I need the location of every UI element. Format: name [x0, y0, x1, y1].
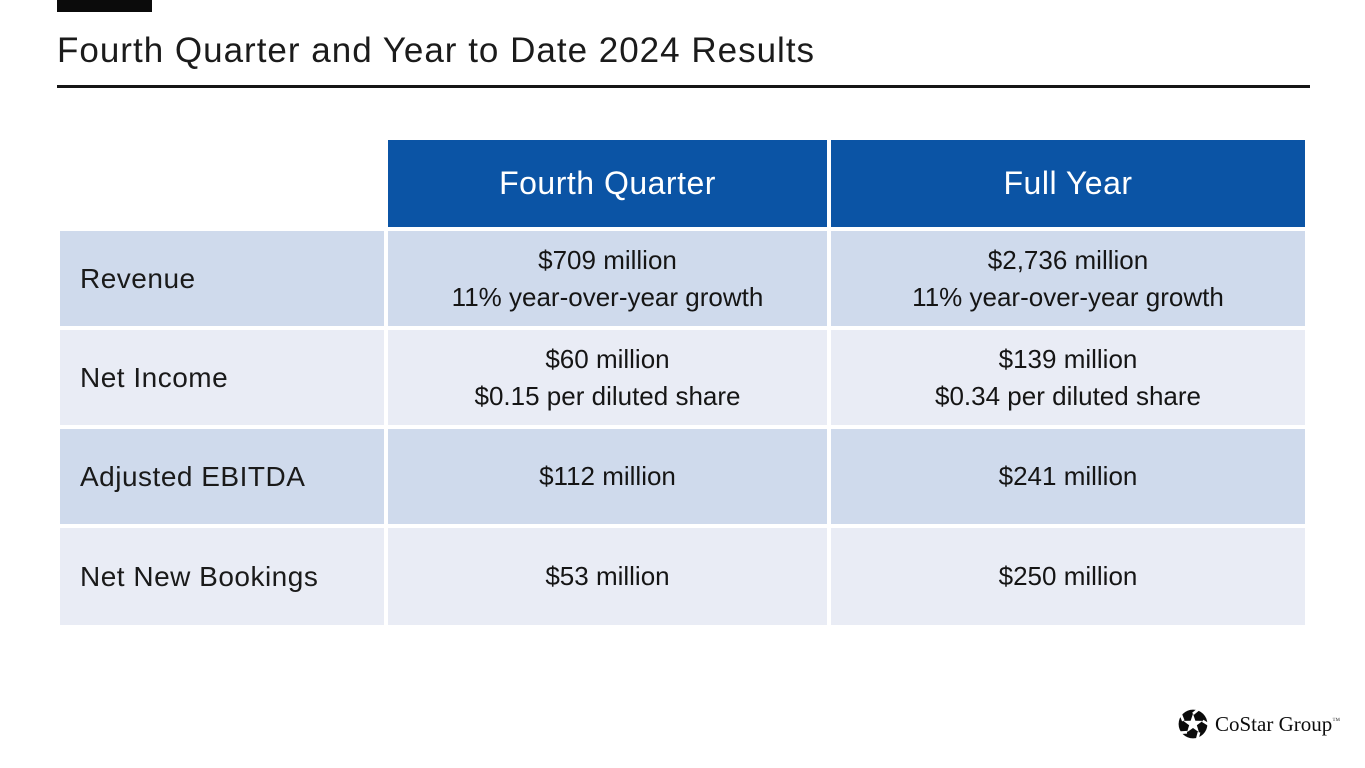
- title-divider: [57, 85, 1310, 88]
- cell-revenue-fy: $2,736 million 11% year-over-year growth: [831, 231, 1305, 326]
- cell-value: 11% year-over-year growth: [912, 281, 1224, 312]
- page-title: Fourth Quarter and Year to Date 2024 Res…: [57, 31, 816, 70]
- cell-net-new-bookings-q4: $53 million: [388, 528, 827, 625]
- cell-adjusted-ebitda-q4: $112 million: [388, 429, 827, 524]
- cell-value: $2,736 million: [987, 244, 1149, 275]
- cell-value: $241 million: [998, 461, 1138, 491]
- logo-wordmark: CoStar Group™: [1215, 712, 1340, 737]
- cell-value: $60 million: [545, 343, 670, 374]
- cell-value: $0.15 per diluted share: [474, 380, 741, 411]
- column-header-full-year: Full Year: [831, 140, 1305, 227]
- results-table: Fourth Quarter Full Year Revenue $709 mi…: [60, 140, 1305, 625]
- costar-group-logo: CoStar Group™: [1178, 709, 1340, 739]
- row-label-net-income: Net Income: [60, 330, 384, 425]
- cell-value: $53 million: [545, 561, 670, 591]
- trademark-symbol: ™: [1332, 715, 1341, 725]
- column-header-fourth-quarter: Fourth Quarter: [388, 140, 827, 227]
- cell-value: $709 million: [538, 244, 677, 275]
- cell-net-income-q4: $60 million $0.15 per diluted share: [388, 330, 827, 425]
- cell-net-income-fy: $139 million $0.34 per diluted share: [831, 330, 1305, 425]
- cell-value: $0.34 per diluted share: [935, 380, 1201, 411]
- cell-net-new-bookings-fy: $250 million: [831, 528, 1305, 625]
- cell-revenue-q4: $709 million 11% year-over-year growth: [388, 231, 827, 326]
- cell-adjusted-ebitda-fy: $241 million: [831, 429, 1305, 524]
- cell-value: $250 million: [998, 561, 1138, 591]
- logo-wordmark-text: CoStar Group: [1215, 711, 1333, 736]
- row-label-revenue: Revenue: [60, 231, 384, 326]
- accent-bar: [57, 0, 152, 12]
- row-label-net-new-bookings: Net New Bookings: [60, 528, 384, 625]
- costar-pinwheel-icon: [1178, 709, 1208, 739]
- cell-value: $112 million: [539, 461, 676, 491]
- row-label-adjusted-ebitda: Adjusted EBITDA: [60, 429, 384, 524]
- cell-value: 11% year-over-year growth: [451, 281, 764, 312]
- table-header-spacer: [60, 140, 384, 227]
- cell-value: $139 million: [998, 343, 1138, 374]
